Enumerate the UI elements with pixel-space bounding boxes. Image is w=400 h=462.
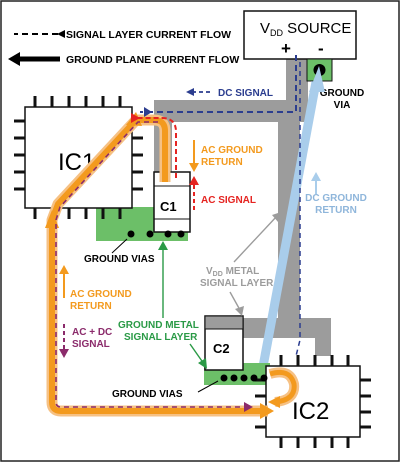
- orange-ic2-hook-arrow: [268, 396, 280, 408]
- ground-metal-label-1: GROUND METAL: [118, 320, 199, 331]
- ac-ground-return-left-label-2: RETURN: [70, 301, 112, 312]
- vdd-metal-label-2: SIGNAL LAYER: [200, 278, 274, 289]
- ac-dc-signal-loop-arrow: [244, 402, 253, 412]
- vdd-metal-label-1: VDD METAL: [206, 266, 259, 278]
- dc-ground-return-label-2: RETURN: [315, 205, 357, 216]
- orange-arrow-up-left: [45, 210, 59, 228]
- dc-signal-label-arrowhead: [186, 88, 194, 96]
- ac-dc-signal-label-2: SIGNAL: [72, 339, 110, 350]
- c1-capacitor: C1: [153, 171, 191, 233]
- ground-vias-top-dots: [127, 230, 185, 238]
- vdd-metal-pointer-down: [229, 291, 241, 311]
- legend-solid-arrowhead: [8, 52, 20, 66]
- dc-signal-path: [140, 55, 297, 113]
- c1-label: C1: [160, 199, 177, 214]
- ground-metal-label-2: SIGNAL LAYER: [124, 332, 198, 343]
- ac-ground-return-top-label-1: AC GROUND: [201, 145, 263, 156]
- ic2-pins: [255, 355, 371, 448]
- ac-signal-label: AC SIGNAL: [201, 195, 256, 206]
- c2-label: C2: [213, 341, 230, 356]
- ac-signal-label-arrowhead: [189, 176, 199, 185]
- ac-ground-return-left-label-1: AC GROUND: [70, 289, 132, 300]
- ground-vias-bottom-pointer: [197, 380, 219, 393]
- orange-ic2-hook: [269, 369, 297, 405]
- vdd-source-title: VDD SOURCE: [260, 20, 351, 38]
- c1-body: [153, 171, 191, 233]
- vdd-plus-terminal: +: [281, 39, 291, 58]
- dc-ground-return-path: [257, 81, 321, 373]
- ground-vias-top-label: GROUND VIAS: [84, 254, 155, 265]
- vdd-minus-terminal: -: [318, 39, 324, 58]
- ac-ground-return-top-arrowhead: [189, 163, 199, 172]
- dc-ground-return-arrowhead: [309, 66, 325, 92]
- ac-dc-signal-label-arrowhead: [59, 349, 69, 358]
- ic1-chip: IC1: [14, 96, 143, 219]
- orange-loop-main: [49, 117, 268, 414]
- ac-signal-top-path: [132, 117, 177, 178]
- ground-vias-bottom-dots: [220, 374, 268, 382]
- vdd-source-box: [243, 10, 357, 60]
- c2-top-band: [204, 315, 244, 330]
- ac-dc-signal-loop: [55, 121, 246, 408]
- ic1-body: [24, 106, 133, 209]
- vdd-metal-pointer-up-head: [272, 212, 281, 222]
- vdd-trace-to-ic2: [315, 318, 331, 356]
- ground-metal-pointer-down: [189, 343, 205, 365]
- ground-via-label-2: VIA: [334, 100, 351, 111]
- ac-signal-top-arrow: [131, 113, 140, 123]
- ac-ground-return-loop: [45, 112, 300, 419]
- c2-capacitor: C2: [204, 315, 244, 371]
- orange-arrow-to-ic2: [260, 403, 274, 419]
- vdd-metal-pointer-down-head: [235, 306, 244, 316]
- dc-signal-arrow: [144, 107, 152, 117]
- ground-metal-pointer-up-head: [158, 241, 168, 250]
- ic2-label: IC2: [292, 398, 329, 425]
- dc-ground-return-label-1: DC GROUND: [305, 193, 367, 204]
- ground-metal-pointer-down-head: [198, 358, 207, 369]
- vdd-metal-pointer-up: [233, 215, 278, 263]
- ac-ground-return-top-label-2: RETURN: [201, 157, 243, 168]
- ground-via-label-1: GROUND: [320, 88, 364, 99]
- dc-ground-return-label-arrowhead: [311, 172, 321, 181]
- ground-vias-top-pointer: [111, 238, 128, 254]
- legend: SIGNAL LAYER CURRENT FLOW GROUND PLANE C…: [8, 29, 239, 66]
- ground-vias-bottom-label: GROUND VIAS: [112, 389, 183, 400]
- ac-ground-return-left-arrowhead: [59, 265, 69, 274]
- ac-dc-signal-label-1: AC + DC: [72, 327, 112, 338]
- ic2-chip: IC2: [255, 355, 371, 448]
- dc-signal-to-ic2-path: [295, 62, 301, 357]
- legend-ground-plane-text: GROUND PLANE CURRENT FLOW: [66, 54, 239, 66]
- vdd-source: VDD SOURCE + -: [243, 10, 357, 60]
- legend-signal-layer-text: SIGNAL LAYER CURRENT FLOW: [66, 29, 231, 41]
- dc-signal-label: DC SIGNAL: [218, 88, 273, 99]
